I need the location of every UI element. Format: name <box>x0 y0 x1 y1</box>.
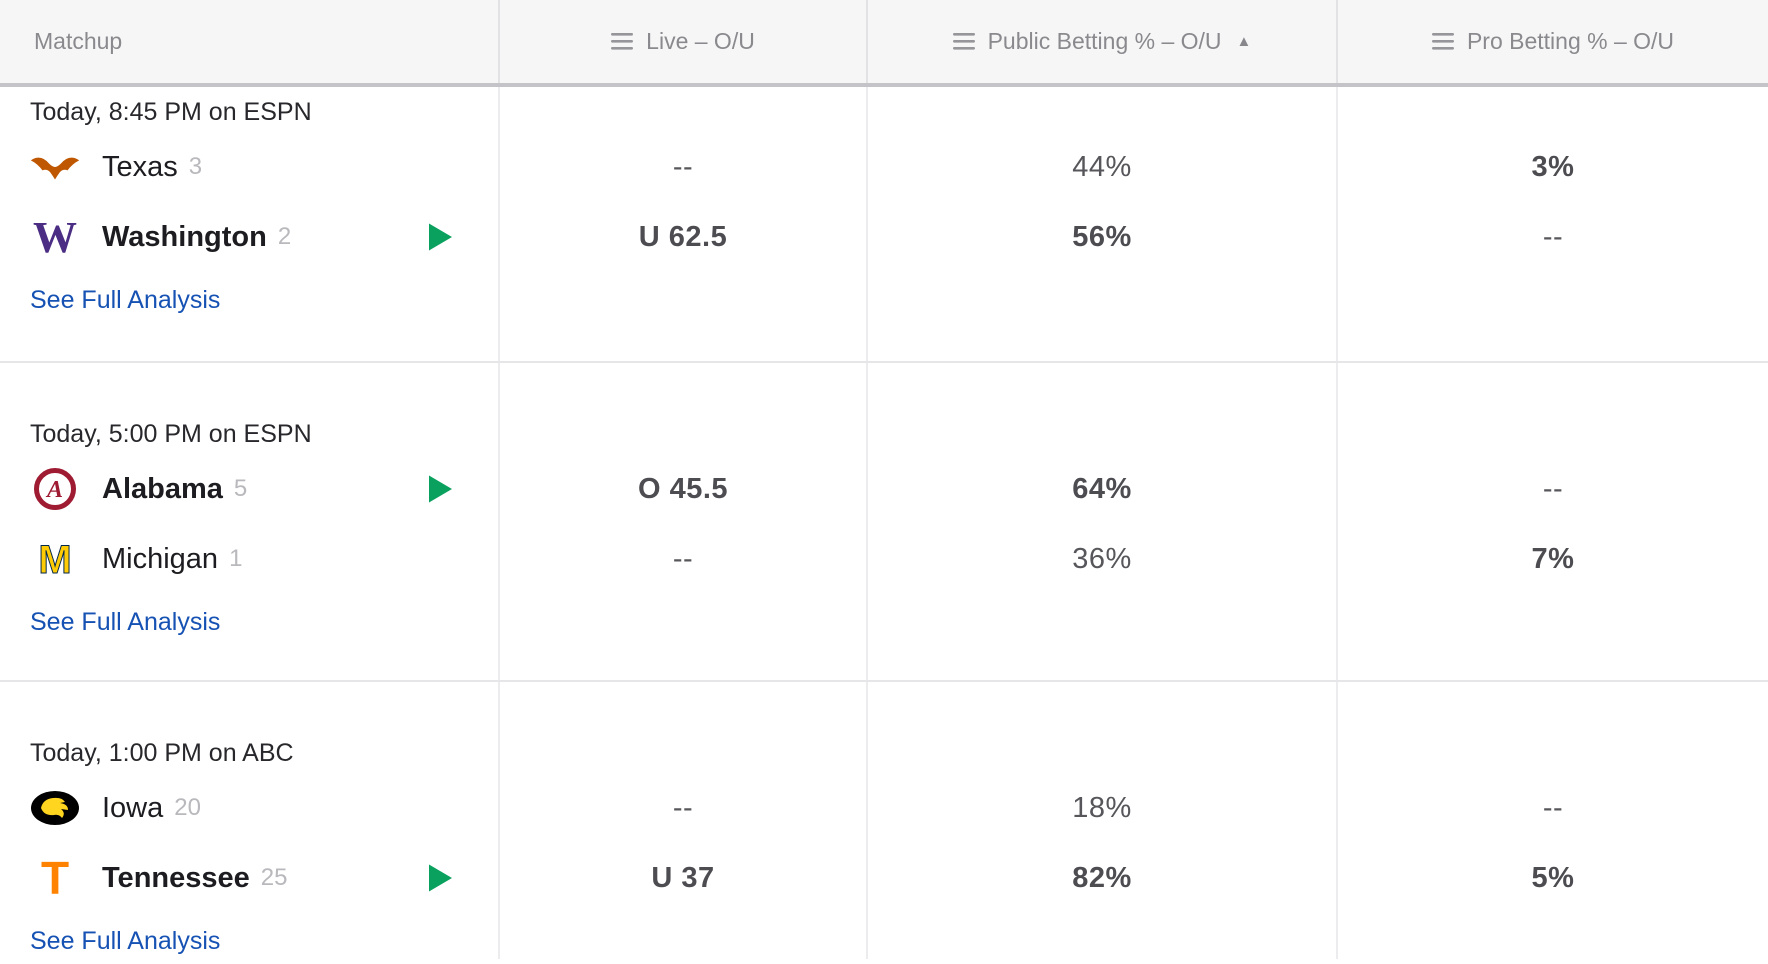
public-betting-cell: 44% 56% <box>866 87 1336 361</box>
pro-betting-value: 3% <box>1531 150 1575 183</box>
play-icon[interactable] <box>429 223 452 251</box>
live-ou-value: U 62.5 <box>638 220 728 253</box>
live-ou-cell: -- U 62.5 <box>498 87 866 361</box>
spacer <box>1338 419 1768 454</box>
column-header-label: Live – O/U <box>646 28 755 54</box>
team-name: Alabama <box>102 472 223 505</box>
pro-betting-cell: -- 5% <box>1336 682 1768 959</box>
play-icon[interactable] <box>429 475 452 503</box>
team-row-alabama: A Alabama 5 <box>30 454 498 524</box>
column-header-label: Matchup <box>34 28 123 54</box>
spacer <box>868 738 1336 773</box>
public-betting-value: 64% <box>1072 472 1132 505</box>
menu-icon <box>611 33 634 50</box>
pro-betting-cell: -- 7% <box>1336 363 1768 680</box>
sort-asc-icon: ▲ <box>1236 33 1252 50</box>
team-row-tennessee: T Tennessee 25 <box>30 843 498 913</box>
team-name: Washington <box>102 220 267 253</box>
see-full-analysis-link[interactable]: See Full Analysis <box>30 286 221 314</box>
live-ou-value: -- <box>672 542 694 575</box>
game-time: Today, 5:00 PM on ESPN <box>30 420 312 448</box>
live-ou-value: -- <box>672 791 694 824</box>
iowa-hawkeyes-logo <box>30 784 80 832</box>
game-row-texas-washington: Today, 8:45 PM on ESPN Texas 3 W <box>0 87 1768 363</box>
team-row-iowa: Iowa 20 <box>30 773 498 843</box>
spacer <box>1338 97 1768 132</box>
live-ou-cell: -- U 37 <box>498 682 866 959</box>
public-betting-cell: 64% 36% <box>866 363 1336 680</box>
column-header-live-ou[interactable]: Live – O/U <box>498 0 866 83</box>
spacer <box>500 738 866 773</box>
matchup-cell: Today, 1:00 PM on ABC Iowa 20 T <box>0 682 498 959</box>
svg-text:W: W <box>33 214 77 260</box>
game-row-iowa-tennessee: Today, 1:00 PM on ABC Iowa 20 T <box>0 682 1768 959</box>
column-header-public-betting[interactable]: Public Betting % – O/U ▲ <box>866 0 1336 83</box>
live-ou-value: -- <box>672 150 694 183</box>
team-name: Tennessee <box>102 861 250 894</box>
washington-huskies-logo: W <box>30 213 80 261</box>
public-betting-value: 18% <box>1072 791 1132 824</box>
team-rank: 25 <box>260 864 288 891</box>
spacer <box>868 419 1336 454</box>
svg-text:T: T <box>41 855 69 901</box>
game-row-alabama-michigan: Today, 5:00 PM on ESPN A Alabama 5 M <box>0 363 1768 682</box>
team-name: Iowa <box>102 791 164 824</box>
pro-betting-value: -- <box>1542 220 1564 253</box>
pro-betting-value: -- <box>1542 472 1564 505</box>
column-header-label: Public Betting % – O/U <box>987 28 1222 54</box>
team-name: Texas <box>102 150 178 183</box>
live-ou-cell: O 45.5 -- <box>498 363 866 680</box>
game-time: Today, 1:00 PM on ABC <box>30 739 294 767</box>
team-rank: 20 <box>174 794 201 821</box>
svg-text:M: M <box>38 539 71 579</box>
public-betting-value: 44% <box>1072 150 1132 183</box>
game-time: Today, 8:45 PM on ESPN <box>30 98 312 126</box>
column-header-label: Pro Betting % – O/U <box>1466 28 1675 54</box>
michigan-wolverines-logo: M <box>30 535 80 583</box>
live-ou-value: U 37 <box>651 861 715 894</box>
tennessee-volunteers-logo: T <box>30 854 80 902</box>
public-betting-cell: 18% 82% <box>866 682 1336 959</box>
pro-betting-value: -- <box>1542 791 1564 824</box>
see-full-analysis-link[interactable]: See Full Analysis <box>30 927 221 955</box>
table-header: Matchup Live – O/U Public Betting % – O/… <box>0 0 1768 87</box>
play-icon[interactable] <box>429 864 452 892</box>
public-betting-value: 82% <box>1072 861 1132 894</box>
team-rank: 5 <box>233 475 248 502</box>
matchup-cell: Today, 8:45 PM on ESPN Texas 3 W <box>0 87 498 361</box>
texas-longhorns-logo <box>30 143 80 191</box>
column-header-matchup[interactable]: Matchup <box>0 0 498 83</box>
public-betting-value: 56% <box>1072 220 1132 253</box>
column-header-pro-betting[interactable]: Pro Betting % – O/U <box>1336 0 1768 83</box>
team-rank: 3 <box>188 153 203 180</box>
team-rank: 2 <box>277 223 292 250</box>
spacer <box>500 419 866 454</box>
team-row-washington: W Washington 2 <box>30 202 498 272</box>
spacer <box>868 97 1336 132</box>
public-betting-value: 36% <box>1072 542 1132 575</box>
menu-icon <box>1431 33 1454 50</box>
team-rank: 1 <box>229 545 243 572</box>
live-ou-value: O 45.5 <box>637 472 729 505</box>
pro-betting-value: 5% <box>1531 861 1575 894</box>
team-row-texas: Texas 3 <box>30 132 498 202</box>
pro-betting-cell: 3% -- <box>1336 87 1768 361</box>
spacer <box>500 97 866 132</box>
menu-icon <box>952 33 975 50</box>
team-row-michigan: M Michigan 1 <box>30 524 498 594</box>
spacer <box>1338 738 1768 773</box>
pro-betting-value: 7% <box>1531 542 1575 575</box>
matchup-cell: Today, 5:00 PM on ESPN A Alabama 5 M <box>0 363 498 680</box>
team-name: Michigan <box>102 542 219 575</box>
svg-text:A: A <box>45 477 63 503</box>
alabama-crimson-tide-logo: A <box>30 465 80 513</box>
see-full-analysis-link[interactable]: See Full Analysis <box>30 608 221 636</box>
